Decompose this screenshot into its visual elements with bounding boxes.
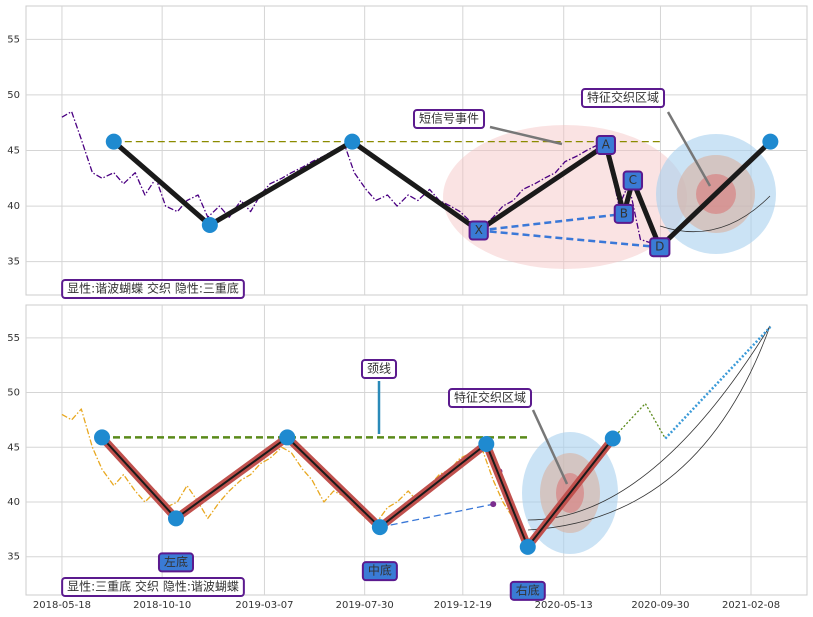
pattern-point (201, 216, 218, 233)
series-line (478, 212, 624, 232)
y-tick-label: 50 (7, 388, 20, 399)
pattern-point (167, 510, 184, 527)
pattern-point (344, 133, 361, 150)
x-tick-label: 2021-02-08 (722, 600, 780, 611)
pattern-summary: 显性:三重底 交织 隐性:谐波蝴蝶 (67, 579, 239, 594)
annotation-arrow (489, 125, 563, 146)
pattern-point (371, 519, 388, 536)
point-label: B (620, 206, 628, 220)
y-tick-label: 50 (7, 90, 20, 101)
arc (527, 325, 771, 531)
arc (527, 325, 771, 521)
point-label-box (613, 203, 634, 224)
point-label-box (157, 552, 194, 573)
series-line (379, 503, 494, 528)
series-line (61, 110, 658, 246)
annotation: 短信号事件 (419, 112, 479, 126)
point-label-box (649, 237, 671, 258)
x-tick-label: 2020-05-13 (535, 600, 593, 611)
point-label: 右底 (516, 582, 540, 597)
annotation-box (580, 88, 666, 108)
annotation: 颈线 (367, 362, 391, 376)
point-label: C (629, 173, 637, 187)
x-tick-label: 2019-12-19 (434, 600, 492, 611)
y-tick-label: 35 (7, 257, 20, 268)
pattern-point (279, 429, 296, 446)
annotation-arrow (666, 111, 712, 187)
pattern-point (105, 133, 122, 150)
x-tick-label: 2019-07-30 (336, 600, 394, 611)
point-label-box (622, 170, 644, 191)
pattern-point (762, 133, 779, 150)
x-tick-label: 2018-10-10 (133, 600, 191, 611)
pattern-point (604, 430, 621, 447)
y-tick-label: 55 (7, 34, 20, 45)
point-label-box (468, 220, 489, 241)
annotation: 特征交织区域 (587, 90, 659, 105)
annotation: 特征交织区域 (454, 390, 526, 405)
point-label: X (475, 223, 483, 237)
series-line (478, 229, 660, 249)
series-line (664, 326, 772, 440)
point-label-box (509, 580, 546, 601)
annotation-box (447, 388, 533, 408)
y-tick-label: 35 (7, 552, 20, 563)
pattern-summary-box (61, 577, 245, 597)
pattern-point (478, 435, 495, 452)
pattern-summary: 显性:谐波蝴蝶 交织 隐性:三重底 (67, 281, 239, 296)
point-label: 中底 (368, 563, 392, 578)
annotation-box (360, 359, 398, 379)
point-label: 左底 (164, 554, 188, 569)
x-tick-label: 2018-05-18 (33, 600, 91, 611)
point-label-box (361, 561, 398, 582)
point-label: A (602, 137, 611, 151)
arc (659, 195, 771, 233)
point (490, 501, 497, 508)
y-tick-label: 45 (7, 442, 20, 453)
panel-bottom (25, 304, 808, 596)
point-label: D (655, 240, 664, 254)
pattern-point (94, 429, 111, 446)
annotation-arrow (531, 409, 569, 485)
y-tick-label: 55 (7, 333, 20, 344)
y-tick-label: 45 (7, 146, 20, 157)
pattern-summary-box (61, 279, 245, 299)
x-tick-label: 2019-03-07 (235, 600, 293, 611)
annotation-box (412, 109, 486, 129)
y-tick-label: 40 (7, 497, 20, 508)
x-tick-label: 2020-09-30 (631, 600, 689, 611)
point-labels: X A B C D (468, 134, 671, 258)
pattern-point (519, 538, 536, 555)
y-tick-label: 40 (7, 201, 20, 212)
point-label-box (595, 134, 616, 155)
